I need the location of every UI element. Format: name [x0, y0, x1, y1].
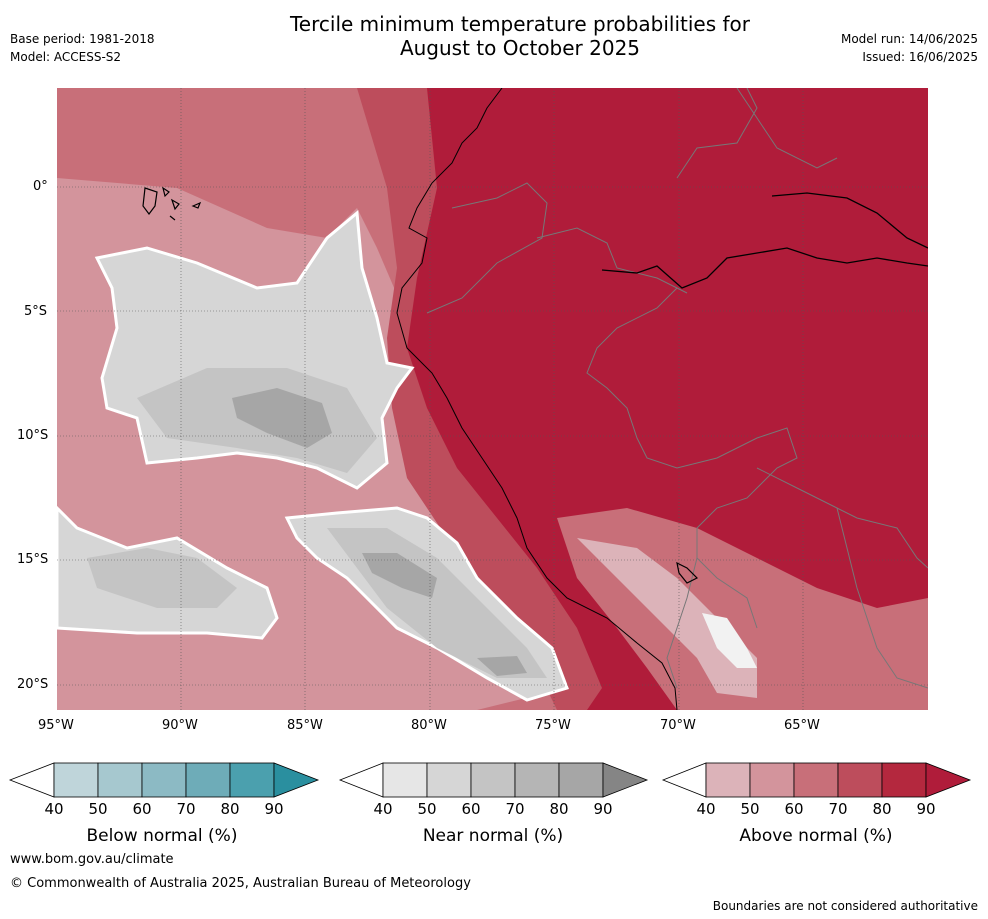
above-colorbar-box-2	[793, 762, 839, 798]
above-colorbar-tick: 60	[784, 800, 804, 818]
country-borders	[426, 88, 928, 689]
issued-date: Issued: 16/06/2025	[862, 50, 978, 64]
probability-map	[57, 88, 928, 710]
boundary-disclaimer: Boundaries are not considered authoritat…	[712, 899, 978, 913]
above-colorbar-tick: 50	[740, 800, 760, 818]
amazon-river	[601, 192, 928, 289]
above-colorbar-box-1	[749, 762, 795, 798]
title-line-1: Tercile minimum temperature probabilitie…	[289, 12, 751, 36]
below-colorbar-left-extend	[8, 762, 55, 798]
near-normal-region-south-inner	[87, 548, 237, 608]
below-colorbar-box-2	[141, 762, 187, 798]
colorbars	[8, 762, 972, 798]
coastline	[396, 88, 678, 710]
near-normal-region-central-core	[362, 553, 437, 598]
map-title: Tercile minimum temperature probabilitie…	[250, 12, 790, 60]
above-colorbar-tick: 80	[872, 800, 892, 818]
near-colorbar-box-2	[470, 762, 516, 798]
lat-tick-20s: 20°S	[17, 677, 49, 692]
altiplano-near-white	[702, 613, 757, 668]
lat-tick-0: 0°	[33, 179, 48, 194]
near-colorbar-tick: 50	[417, 800, 437, 818]
below-colorbar-box-1	[97, 762, 143, 798]
copyright: © Commonwealth of Australia 2025, Austra…	[10, 876, 471, 891]
above-colorbar-box-3	[837, 762, 883, 798]
lat-tick-15s: 15°S	[17, 552, 49, 567]
near-colorbar-tick: 80	[549, 800, 569, 818]
near-colorbar-tick: 60	[461, 800, 481, 818]
above-colorbar-right-extend	[925, 762, 972, 798]
website-link[interactable]: www.bom.gov.au/climate	[10, 852, 174, 867]
lon-tick-85w: 85°W	[287, 718, 323, 733]
base-period: Base period: 1981-2018	[10, 32, 155, 46]
below-normal-label: Below normal (%)	[86, 826, 238, 846]
near-colorbar-left-extend	[338, 762, 384, 798]
below-colorbar-right-extend	[273, 762, 320, 798]
above-colorbar-box-0	[705, 762, 751, 798]
below-colorbar-tick: 40	[44, 800, 64, 818]
near-colorbar-tick: 40	[373, 800, 393, 818]
galapagos-islands	[142, 186, 202, 221]
title-line-2: August to October 2025	[399, 36, 641, 60]
near-colorbar-tick: 90	[593, 800, 613, 818]
near-colorbar-box-3	[514, 762, 560, 798]
above-normal-label: Above normal (%)	[739, 826, 893, 846]
colorbar-near	[338, 762, 649, 798]
below-colorbar-tick: 90	[264, 800, 284, 818]
graticule	[57, 88, 928, 710]
lon-tick-65w: 65°W	[784, 718, 820, 733]
near-colorbar-box-1	[426, 762, 472, 798]
model-run: Model run: 14/06/2025	[840, 32, 978, 46]
lake-titicaca	[676, 561, 699, 584]
below-colorbar-tick: 50	[88, 800, 108, 818]
lat-tick-10s: 10°S	[17, 428, 49, 443]
model-name: Model: ACCESS-S2	[10, 50, 122, 64]
above-colorbar-tick: 90	[916, 800, 936, 818]
above-colorbar-tick: 40	[696, 800, 716, 818]
colorbar-below	[8, 762, 320, 798]
below-colorbar-tick: 80	[220, 800, 240, 818]
lon-tick-95w: 95°W	[38, 718, 74, 733]
altiplano-above-lighter	[577, 538, 757, 698]
below-colorbar-box-3	[185, 762, 231, 798]
lat-tick-5s: 5°S	[24, 304, 48, 319]
below-colorbar-box-4	[229, 762, 275, 798]
below-colorbar-box-0	[53, 762, 99, 798]
near-colorbar-right-extend	[602, 762, 649, 798]
lon-tick-75w: 75°W	[535, 718, 571, 733]
coastal-red-band	[357, 88, 602, 710]
near-colorbar-box-4	[558, 762, 604, 798]
near-normal-region-central-core-2	[477, 656, 527, 676]
near-normal-label: Near normal (%)	[422, 826, 564, 846]
near-normal-region-north-core	[232, 388, 332, 448]
near-colorbar-tick: 70	[505, 800, 525, 818]
lon-tick-70w: 70°W	[660, 718, 696, 733]
below-colorbar-tick: 70	[176, 800, 196, 818]
lon-tick-90w: 90°W	[162, 718, 198, 733]
below-colorbar-tick: 60	[132, 800, 152, 818]
above-colorbar-box-4	[881, 762, 927, 798]
lon-tick-80w: 80°W	[411, 718, 447, 733]
above-colorbar-left-extend	[661, 762, 707, 798]
colorbar-above	[661, 762, 972, 798]
near-colorbar-box-0	[382, 762, 428, 798]
above-colorbar-tick: 70	[828, 800, 848, 818]
